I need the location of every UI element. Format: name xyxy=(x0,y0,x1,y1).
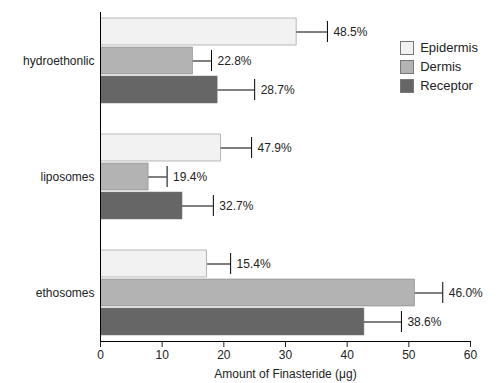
svg-text:32.7%: 32.7% xyxy=(219,199,253,213)
svg-text:30: 30 xyxy=(279,348,293,362)
html-text:Epidermis: Epidermis xyxy=(420,40,478,55)
svg-text:28.7%: 28.7% xyxy=(261,83,295,97)
svg-text:Amount of Finasteride (μg): Amount of Finasteride (μg) xyxy=(214,367,356,381)
svg-text:60: 60 xyxy=(464,348,478,362)
svg-text:20: 20 xyxy=(217,348,231,362)
svg-text:hydroethonlic: hydroethonlic xyxy=(23,54,94,68)
html-text:Dermis: Dermis xyxy=(420,59,462,74)
svg-text:47.9%: 47.9% xyxy=(258,141,292,155)
svg-text:liposomes: liposomes xyxy=(40,170,94,184)
svg-text:22.8%: 22.8% xyxy=(218,54,252,68)
html-text:Receptor: Receptor xyxy=(420,78,473,93)
svg-text:0: 0 xyxy=(97,348,104,362)
svg-text:ethosomes: ethosomes xyxy=(36,286,95,300)
svg-text:19.4%: 19.4% xyxy=(173,170,207,184)
svg-text:50: 50 xyxy=(402,348,416,362)
svg-text:48.5%: 48.5% xyxy=(333,25,367,39)
svg-text:40: 40 xyxy=(340,348,354,362)
svg-text:15.4%: 15.4% xyxy=(237,257,271,271)
svg-text:10: 10 xyxy=(155,348,169,362)
svg-text:46.0%: 46.0% xyxy=(449,286,483,300)
svg-text:38.6%: 38.6% xyxy=(407,315,441,329)
